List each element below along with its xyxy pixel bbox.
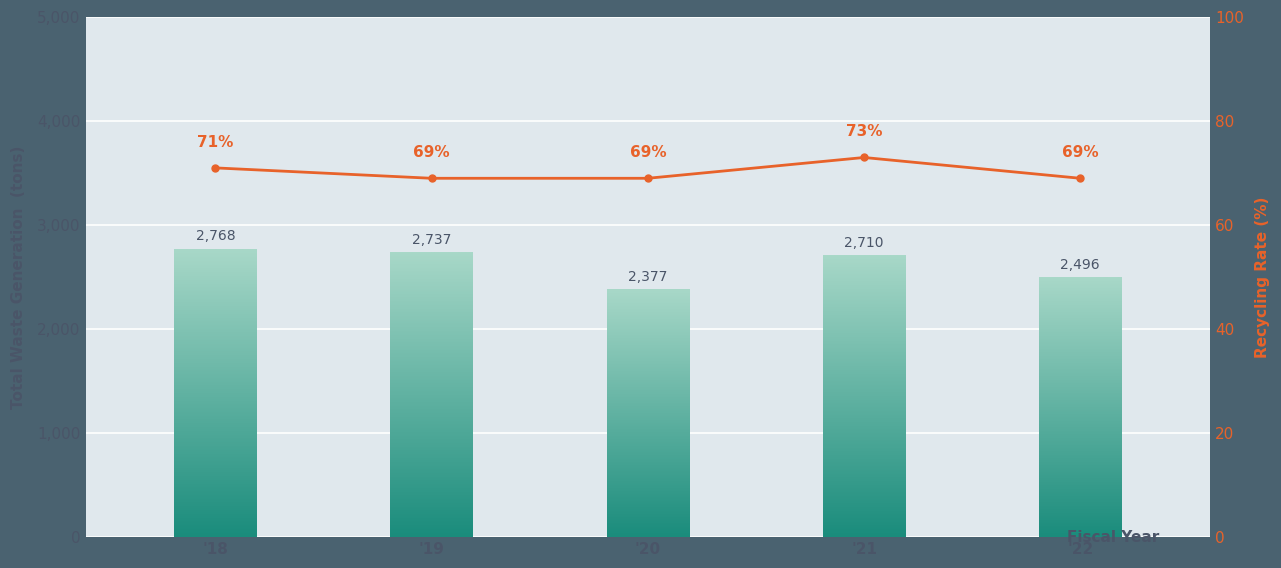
Text: 2,768: 2,768 (196, 229, 236, 244)
Bar (822, 255, 906, 537)
Text: Fiscal Year: Fiscal Year (1067, 531, 1159, 545)
Text: 2,737: 2,737 (412, 233, 451, 247)
Bar (174, 249, 256, 537)
Y-axis label: Recycling Rate (%): Recycling Rate (%) (1255, 197, 1269, 358)
Text: 69%: 69% (629, 145, 666, 160)
Bar (1039, 278, 1121, 537)
Text: 69%: 69% (414, 145, 450, 160)
Bar (391, 252, 473, 537)
Y-axis label: Total Waste Generation  (tons): Total Waste Generation (tons) (12, 145, 26, 409)
Text: 71%: 71% (197, 135, 233, 150)
Text: 2,710: 2,710 (844, 236, 884, 249)
Text: 69%: 69% (1062, 145, 1099, 160)
Text: 73%: 73% (845, 124, 883, 139)
Bar (607, 290, 689, 537)
Text: 2,496: 2,496 (1061, 258, 1100, 272)
Text: 2,377: 2,377 (628, 270, 667, 284)
